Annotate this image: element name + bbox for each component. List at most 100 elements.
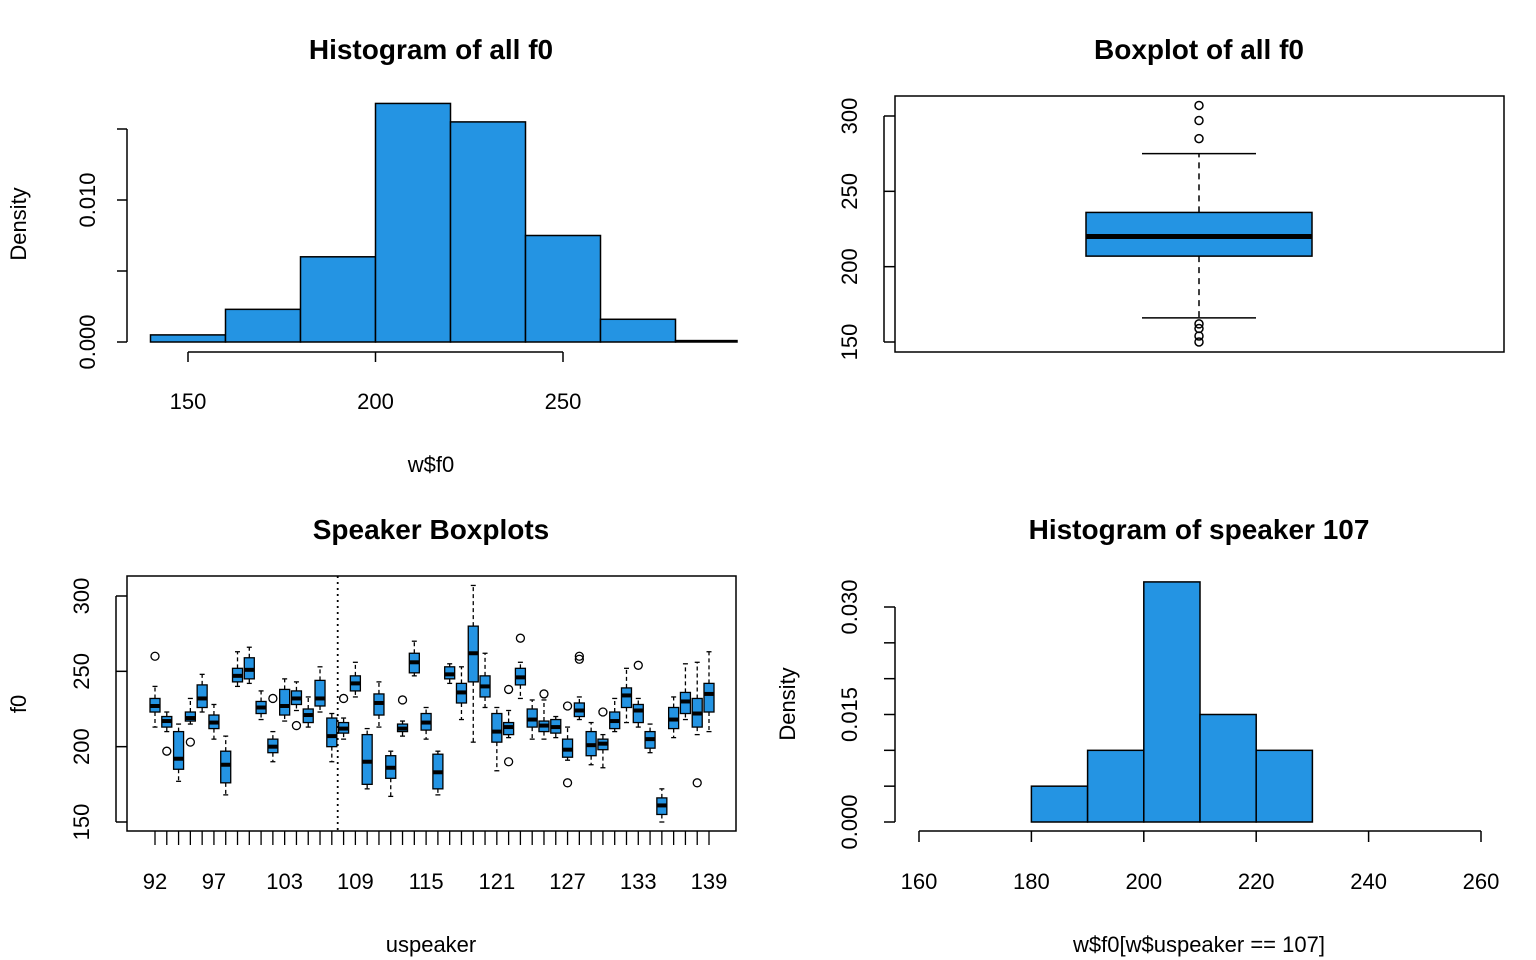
histogram-bar-7 (674, 339, 738, 343)
histogram-bar-5 (524, 234, 602, 343)
x-tick-label: 260 (1463, 869, 1500, 894)
y-axis-label: f0 (6, 695, 31, 713)
speaker-box-11 (279, 688, 291, 716)
y-tick-label: 0.000 (75, 314, 100, 369)
outlier-point (291, 720, 302, 731)
plot-frame (126, 575, 737, 832)
y-tick-label: 300 (69, 578, 94, 615)
histogram-bar-3 (1199, 713, 1257, 823)
x-tick-label: 109 (337, 869, 374, 894)
y-tick-label: 250 (69, 653, 94, 690)
x-tick-label: 97 (202, 869, 226, 894)
speaker-box-47 (703, 682, 715, 713)
outlier-point (633, 660, 643, 670)
x-tick-label: 139 (691, 869, 728, 894)
x-tick-label: 92 (143, 869, 167, 894)
outlier-point (574, 651, 584, 661)
outlier-point (185, 737, 196, 747)
y-tick-label: 200 (837, 248, 862, 285)
x-tick-label: 200 (357, 389, 394, 414)
y-tick-label: 150 (69, 804, 94, 841)
x-tick-label: 133 (620, 869, 657, 894)
x-tick-label: 250 (545, 389, 582, 414)
histogram-bar-4 (1255, 749, 1314, 823)
histogram-bar-3 (374, 102, 452, 343)
x-tick-label: 115 (409, 869, 444, 894)
y-tick-label: 0.010 (75, 172, 100, 227)
speaker-box-40 (620, 687, 633, 709)
outlier-point (1194, 337, 1204, 347)
y-axis-label: Density (775, 667, 800, 740)
speaker-boxplots: 92 97 103 109 115 121 127 133 139 150 200 250 300 (69, 575, 737, 894)
outlier-point (598, 707, 608, 717)
outlier-point (539, 689, 549, 699)
outlier-point (562, 701, 573, 711)
speaker-box-15 (326, 717, 338, 748)
outlier-point (574, 654, 584, 664)
speaker-box-29 (491, 712, 503, 743)
outlier-point (162, 746, 172, 756)
outlier-point (562, 778, 573, 788)
outlier-point (503, 757, 514, 767)
outlier-point (1194, 331, 1204, 341)
outlier-point (503, 684, 514, 695)
y-axis-label: Density (6, 187, 31, 260)
x-tick-label: 240 (1350, 869, 1387, 894)
chart-title: Speaker Boxplots (313, 514, 550, 545)
outlier-point (1194, 115, 1204, 126)
outlier-point (268, 693, 278, 704)
chart-title: Histogram of all f0 (309, 34, 553, 65)
x-tick-label: 200 (1125, 869, 1162, 894)
x-axis-label: w$f0 (407, 452, 454, 477)
y-tick-label: 0.000 (837, 794, 862, 849)
outlier-point (397, 695, 408, 705)
histogram-bar-2 (299, 256, 377, 343)
axes: 150 200 250 0.000 0.010 (75, 128, 582, 414)
x-axis-label: w$f0[w$uspeaker == 107] (1072, 932, 1325, 957)
y-tick-label: 150 (837, 324, 862, 361)
x-tick-label: 121 (478, 869, 515, 894)
y-tick-label: 250 (837, 173, 862, 210)
histogram-bar-1 (1086, 749, 1145, 823)
histogram-bar-0 (1030, 785, 1089, 823)
x-axis-label: uspeaker (386, 932, 477, 957)
speaker-box-41 (632, 703, 644, 724)
speaker-box-4 (196, 684, 208, 709)
panel-histogram-all: Histogram of all f0 150 200 2500.0000.010 … (6, 34, 738, 477)
x-tick-label: 127 (549, 869, 586, 894)
panel-speaker-boxplots: Speaker Boxplots 92 97 103 109 115 121 127 133 1… (6, 514, 737, 957)
histogram-bars (1030, 581, 1314, 823)
x-tick-label: 180 (1013, 869, 1050, 894)
outlier-point (1194, 319, 1204, 329)
histogram-bar-1 (224, 308, 302, 343)
outlier-point (515, 633, 526, 643)
histogram-bar-6 (599, 318, 677, 343)
panel-boxplot-all: Boxplot of all f0 150 200 250 300 (837, 34, 1505, 361)
chart-title: Boxplot of all f0 (1094, 34, 1304, 65)
speaker-box-14 (314, 679, 326, 707)
y-tick-label: 200 (69, 728, 94, 765)
boxplot: 150 200 250 300 (837, 95, 1505, 361)
speaker-box-18 (361, 733, 373, 785)
plot-frame (894, 95, 1505, 353)
panel-histogram-speaker: Histogram of speaker 107 160 180 200 220 240… (775, 514, 1499, 957)
outlier-point (1194, 133, 1204, 144)
outlier-point (1194, 100, 1204, 111)
speaker-box-2 (172, 730, 185, 770)
x-tick-label: 160 (901, 869, 938, 894)
axes: 160 180 200 220 240 260 0.000 0.015 0.030 (837, 579, 1499, 894)
x-tick-label: 103 (266, 869, 303, 894)
y-tick-label: 0.030 (837, 579, 862, 634)
y-tick-label: 0.015 (837, 687, 862, 742)
histogram-bars (149, 102, 738, 343)
histogram-bar-4 (449, 121, 527, 343)
histogram-bar-2 (1143, 581, 1201, 823)
outlier-point (150, 651, 160, 661)
speaker-box-6 (220, 750, 232, 784)
chart-title: Histogram of speaker 107 (1029, 514, 1370, 545)
x-tick-label: 150 (170, 389, 207, 414)
histogram-bar-0 (149, 334, 227, 343)
x-tick-label: 220 (1238, 869, 1275, 894)
outlier-point (338, 693, 349, 704)
